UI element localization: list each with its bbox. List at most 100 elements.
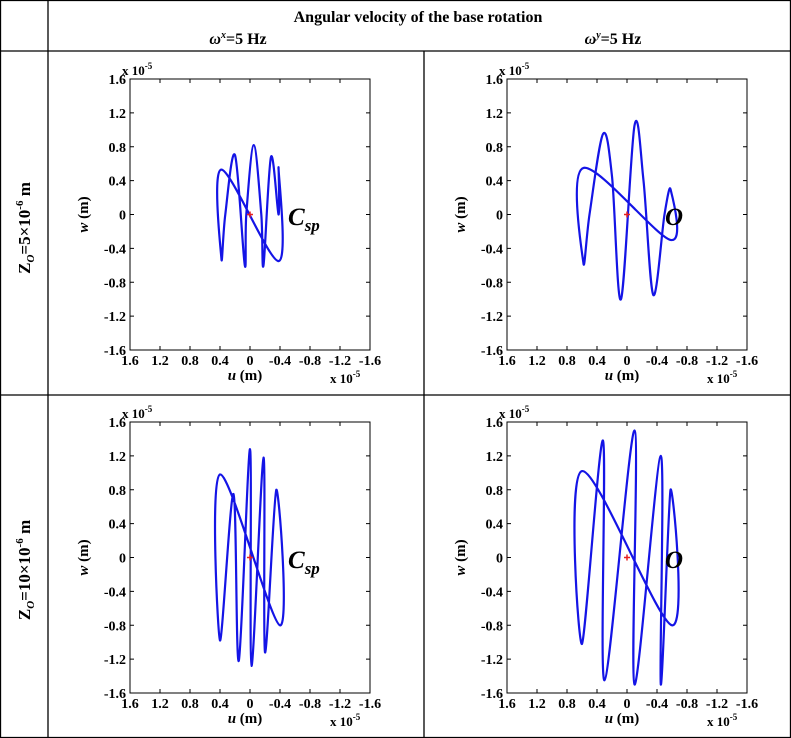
x-tick-label: -0.4: [269, 354, 291, 369]
column-label-y: ωy=5 Hz: [585, 30, 642, 48]
y-tick-label: 0.4: [109, 518, 127, 533]
y-tick-label: -0.4: [104, 242, 126, 257]
y-axis-label: w (m): [453, 539, 469, 575]
y-scale-label: x 10-5: [122, 61, 153, 78]
y-tick-label: -1.6: [481, 687, 503, 702]
x-tick-label: 1.6: [498, 697, 516, 712]
x-tick-label: -0.4: [646, 354, 668, 369]
y-tick-label: 0.4: [109, 175, 127, 190]
x-tick-label: 0.4: [588, 697, 606, 712]
plot-panel: 1.6 1.2 0.8 0.4 0 -0.4 -0.8 -1.2 -1.61.61.20.80.…: [76, 404, 381, 729]
trajectory-curve: [216, 144, 284, 268]
y-tick-label: 0.8: [109, 141, 127, 156]
y-tick-label: 0: [496, 209, 503, 224]
y-tick-label: 1.2: [109, 107, 127, 122]
plot-panel: 1.6 1.2 0.8 0.4 0 -0.4 -0.8 -1.2 -1.61.61.20.80.…: [76, 61, 381, 386]
x-tick-label: 0.4: [211, 354, 229, 369]
x-tick-label: 1.6: [121, 697, 139, 712]
x-tick-label: 1.2: [151, 354, 169, 369]
y-tick-label: -0.8: [481, 276, 503, 291]
y-tick-label: 0.4: [486, 518, 504, 533]
x-tick-label: 0.8: [558, 354, 576, 369]
x-tick-label: 0.4: [588, 354, 606, 369]
y-tick-label: 1.6: [109, 73, 127, 88]
y-tick-label: 0: [119, 552, 126, 567]
orbit-type-annotation: Csp: [288, 547, 320, 578]
y-tick-label: 1.6: [109, 416, 127, 431]
x-tick-label: -0.8: [676, 697, 698, 712]
x-tick-label: -1.2: [706, 354, 728, 369]
x-axis-label: u (m): [605, 711, 640, 727]
equilibrium-marker: [624, 211, 630, 218]
y-tick-label: -0.4: [481, 585, 503, 600]
y-tick-label: -1.6: [104, 344, 126, 359]
header-title: Angular velocity of the base rotation: [294, 9, 543, 26]
y-tick-label: -0.4: [104, 585, 126, 600]
x-tick-label: 1.2: [151, 697, 169, 712]
equilibrium-marker: [247, 554, 253, 561]
x-tick-label: 1.2: [528, 354, 546, 369]
row-label-1: ZO=5×10-6 m: [14, 182, 37, 274]
y-tick-label: -1.6: [481, 344, 503, 359]
y-tick-label: -1.6: [104, 687, 126, 702]
y-tick-label: 0: [119, 209, 126, 224]
y-tick-label: 0: [496, 552, 503, 567]
x-tick-label: 0: [247, 354, 254, 369]
x-tick-label: 0.8: [181, 697, 199, 712]
y-tick-label: -1.2: [481, 310, 503, 325]
x-scale-label: x 10-5: [330, 712, 361, 729]
x-tick-label: -0.8: [299, 697, 321, 712]
plots-area: 1.6 1.2 0.8 0.4 0 -0.4 -0.8 -1.2 -1.61.61.20.80.…: [76, 61, 758, 729]
x-axis-label: u (m): [228, 711, 263, 727]
plot-panel: 1.6 1.2 0.8 0.4 0 -0.4 -0.8 -1.2 -1.61.61.20.80.…: [453, 61, 758, 386]
x-tick-label: -1.6: [736, 354, 758, 369]
x-tick-label: -1.6: [359, 354, 381, 369]
orbit-type-annotation: Csp: [288, 204, 320, 235]
x-tick-label: -0.8: [676, 354, 698, 369]
x-tick-label: 1.6: [121, 354, 139, 369]
x-tick-label: -1.6: [736, 697, 758, 712]
y-tick-label: -1.2: [104, 310, 126, 325]
y-tick-label: 1.6: [486, 73, 504, 88]
y-tick-label: 1.2: [486, 107, 504, 122]
column-label-x: ωx=5 Hz: [209, 30, 266, 48]
y-scale-label: x 10-5: [499, 61, 530, 78]
x-tick-label: -1.2: [706, 697, 728, 712]
plot-panel: 1.6 1.2 0.8 0.4 0 -0.4 -0.8 -1.2 -1.61.61.20.80.…: [453, 404, 758, 729]
y-tick-label: 0.8: [109, 484, 127, 499]
y-tick-label: -0.8: [104, 619, 126, 634]
trajectory-curve: [573, 429, 680, 686]
y-tick-label: 1.6: [486, 416, 504, 431]
x-scale-label: x 10-5: [330, 369, 361, 386]
x-tick-label: -1.2: [329, 697, 351, 712]
y-tick-label: 1.2: [109, 450, 127, 465]
y-scale-label: x 10-5: [499, 404, 530, 421]
trajectory-curve: [213, 447, 285, 668]
x-tick-label: 0: [624, 697, 631, 712]
x-tick-label: 0: [624, 354, 631, 369]
x-scale-label: x 10-5: [707, 369, 738, 386]
y-axis-label: w (m): [453, 196, 469, 232]
x-tick-label: -0.4: [269, 697, 291, 712]
y-tick-label: -0.8: [481, 619, 503, 634]
y-tick-label: -0.8: [104, 276, 126, 291]
y-tick-label: -1.2: [481, 653, 503, 668]
y-axis-label: w (m): [76, 196, 92, 232]
x-tick-label: -1.2: [329, 354, 351, 369]
orbit-type-annotation: O: [665, 547, 683, 574]
x-tick-label: 1.6: [498, 354, 516, 369]
x-tick-label: 0.4: [211, 697, 229, 712]
orbit-type-annotation: O: [665, 204, 683, 231]
x-tick-label: 0.8: [181, 354, 199, 369]
x-tick-label: -1.6: [359, 697, 381, 712]
y-tick-label: 0.8: [486, 484, 504, 499]
row-label-2: ZO=10×10-6 m: [14, 520, 37, 620]
x-tick-label: -0.4: [646, 697, 668, 712]
x-tick-label: 0.8: [558, 697, 576, 712]
equilibrium-marker: [624, 554, 630, 561]
equilibrium-marker: [247, 211, 253, 218]
x-axis-label: u (m): [228, 368, 263, 384]
y-tick-label: -0.4: [481, 242, 503, 257]
x-axis-label: u (m): [605, 368, 640, 384]
